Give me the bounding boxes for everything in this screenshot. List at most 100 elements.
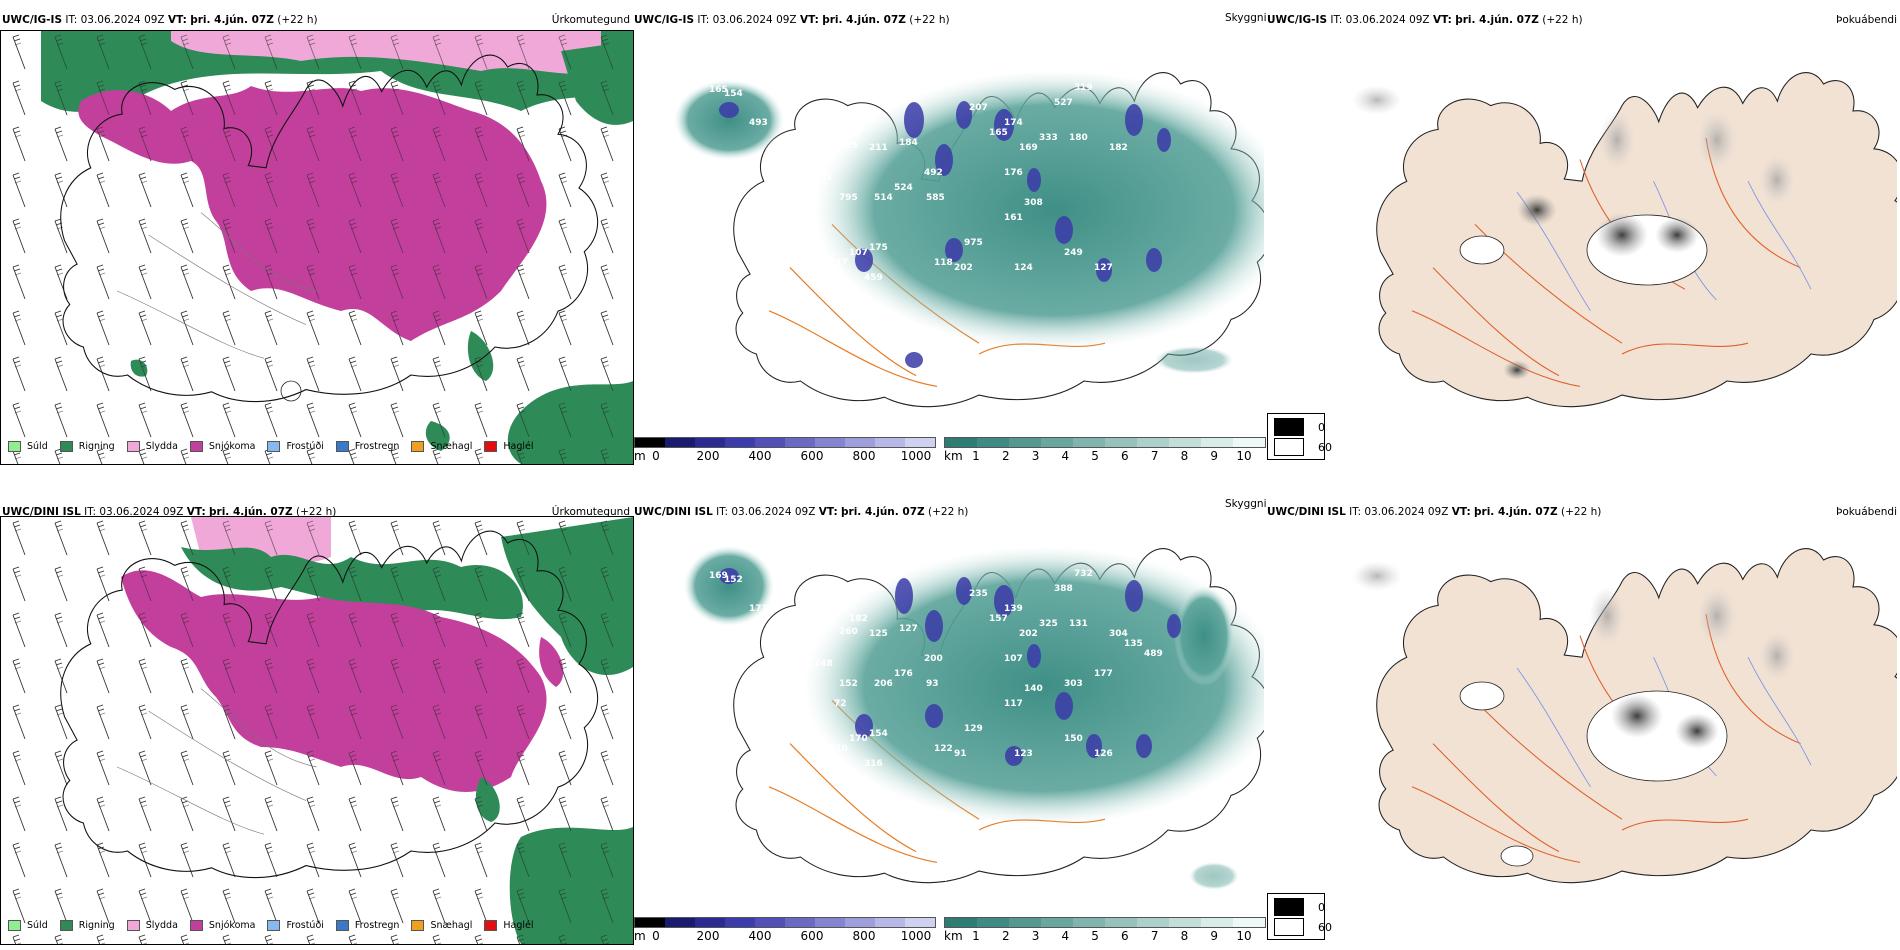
colorbar-swatch [665, 438, 695, 447]
colorbar-tick: 10 [1236, 929, 1252, 943]
colorbar-swatch [1201, 918, 1233, 927]
colorbar-swatch [1073, 438, 1105, 447]
cloud-legend-1: 0 60 [1267, 893, 1332, 940]
colorbar-tick: 1000 [900, 449, 932, 463]
peak-label: 249 [1064, 248, 1083, 258]
peak-label: 184 [899, 138, 918, 148]
legend-label: Rigning [78, 920, 115, 931]
peak-label: 202 [1019, 629, 1038, 639]
legend-label: Slydda [145, 441, 178, 452]
legend-item-3: Snjókoma [189, 441, 255, 452]
fog-map-1 [1267, 516, 1897, 916]
legend-item-3: Snjókoma [189, 920, 255, 931]
colorbar-blocks [944, 437, 1266, 448]
colorbar-tick: 3 [1031, 449, 1040, 463]
colorbar-tick: 6 [1121, 449, 1129, 463]
peak-label: 157 [989, 614, 1008, 624]
legend-label: Haglél [503, 441, 534, 452]
peak-label: 127 [899, 624, 918, 634]
cloud-legend-0: 0 60 [1267, 413, 1332, 460]
peak-label: 175 [869, 243, 888, 253]
peak-label: 107 [849, 248, 868, 258]
legend-swatch [335, 441, 349, 452]
colorbar-swatch [785, 918, 815, 927]
precip-title-0: Úrkomutegund [551, 14, 630, 26]
legend-item-2: Slydda [126, 920, 178, 931]
legend-item-2: Slydda [126, 441, 178, 452]
colorbar-tick: 200 [696, 929, 720, 943]
peak-label: 235 [969, 589, 988, 599]
colorbar-swatch [785, 438, 815, 447]
colorbar-swatch [945, 918, 977, 927]
cloud-label: 60 [1318, 920, 1332, 934]
legend-swatch [8, 920, 21, 931]
peak-label: 260 [839, 627, 858, 637]
colorbar-tick: 1000 [900, 929, 932, 943]
legend-label: Frostregn [354, 920, 400, 931]
legend-item-0: Súld [8, 441, 48, 452]
legend-label: Súld [27, 441, 48, 452]
peak-label: 117 [1004, 699, 1023, 709]
colorbar-swatch [1201, 438, 1233, 447]
legend-label: Haglél [503, 920, 534, 931]
peak-label: 524 [894, 183, 913, 193]
peak-label: 174 [1004, 118, 1023, 128]
colorbar-tick: 3 [1031, 929, 1040, 943]
peak-label: 77 [929, 388, 942, 398]
colorbar-tick: 800 [852, 449, 876, 463]
legend-swatch [126, 920, 140, 931]
colorbar-tick: 4 [1061, 929, 1070, 943]
peak-label: 135 [1124, 639, 1143, 649]
peak-label: 165 [709, 85, 728, 95]
clouds-title-1: Skyggni [1225, 498, 1267, 510]
peak-label: 295 [839, 141, 858, 151]
visibility-map-1: 169 152 171 182 260 125 127 200 93 176 206 152 248 17… [634, 516, 1264, 916]
peak-label: 153 [824, 268, 843, 278]
legend-item-5: Frostregn [335, 441, 399, 452]
legend-label: Snæhagl [430, 920, 473, 931]
peak-label: 180 [1069, 133, 1088, 143]
legend-swatch [8, 441, 21, 452]
legend-swatch [411, 441, 425, 452]
legend-item-7: Haglél [484, 441, 534, 452]
peak-label: 176 [894, 669, 913, 679]
peak-label: 493 [749, 118, 768, 128]
legend-label: Frostúði [286, 441, 324, 452]
colorbar-swatch [945, 438, 977, 447]
peak-label: 124 [1014, 263, 1033, 273]
colorbar-unit: m [634, 449, 646, 463]
legend-label: Snæhagl [430, 441, 473, 452]
peak-label: 152 [724, 575, 743, 585]
peak-label: 161 [1004, 213, 1023, 223]
peak-label: 795 [839, 193, 858, 203]
legend-label: Slydda [145, 920, 178, 931]
legend-item-4: Frostúði [267, 920, 324, 931]
legend-label: Súld [27, 920, 48, 931]
legend-swatch [189, 441, 203, 452]
header-vis-0: UWC/IG-IS IT: 03.06.2024 09Z VT: þri. 4.… [634, 14, 950, 26]
peak-label: 139 [1004, 604, 1023, 614]
cloud-swatch [1274, 418, 1304, 436]
colorbar-tick: 1 [972, 929, 980, 943]
colorbar-tick: 7 [1150, 929, 1159, 943]
legend-swatch [189, 920, 203, 931]
peak-label: 165 [989, 128, 1008, 138]
legend-swatch [335, 920, 349, 931]
peak-label: 732 [1074, 569, 1093, 579]
clouds-title-0: Skyggni [1225, 12, 1267, 24]
peak-label: 171 [749, 604, 768, 614]
legend-swatch [59, 920, 73, 931]
visibility-map-0: 165 154 493 20 295 211 184 492 585 524 514 795 151 10… [634, 30, 1264, 430]
precip-map-0 [0, 30, 634, 465]
colorbar-swatch [635, 438, 665, 447]
colorbar-tick: 6 [1121, 929, 1129, 943]
fog-title-1: Þokuábendi [1836, 506, 1897, 518]
colorbar-swatch [1105, 918, 1137, 927]
legend-swatch [484, 441, 498, 452]
colorbar-swatch [875, 918, 905, 927]
peak-label: 72 [834, 699, 847, 709]
colorbar-swatch [695, 438, 725, 447]
colorbar-tick: 1 [972, 449, 980, 463]
colorbar-swatch [755, 438, 785, 447]
colorbar-tick: 10 [1236, 449, 1252, 463]
